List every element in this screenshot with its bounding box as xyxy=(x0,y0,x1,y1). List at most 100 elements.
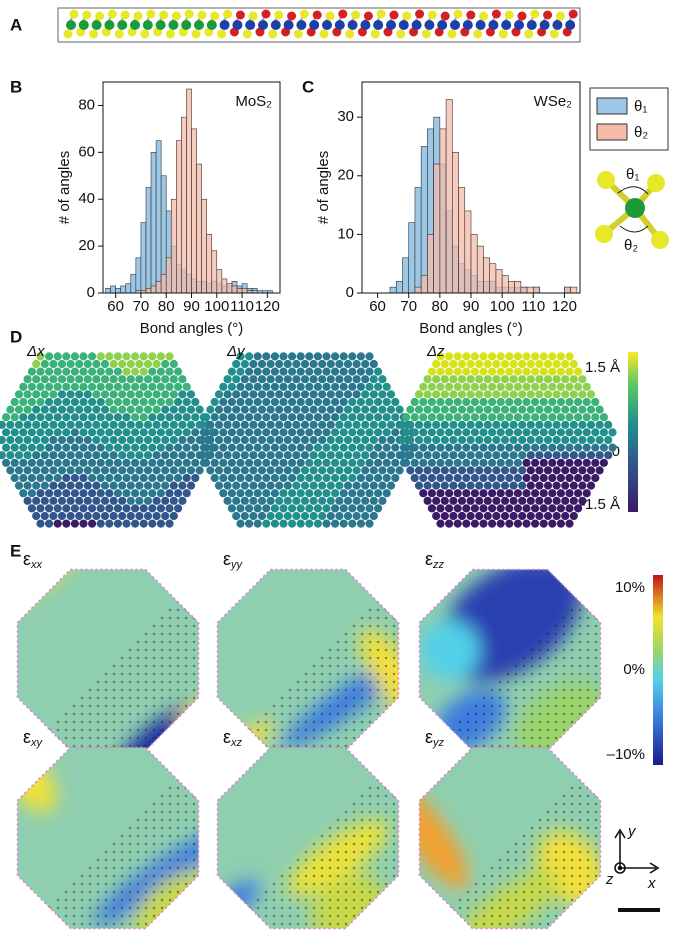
y-tick-label: 0 xyxy=(346,284,354,301)
lattice-dot xyxy=(505,397,514,407)
lattice-dot xyxy=(436,397,445,407)
lattice-dot xyxy=(210,443,219,452)
lattice-dot xyxy=(603,851,605,853)
lattice-dot xyxy=(236,367,245,376)
lattice-dot xyxy=(2,443,11,452)
lattice-dot xyxy=(280,712,284,716)
lattice-dot xyxy=(112,728,116,732)
lattice-dot xyxy=(488,443,497,452)
lattice-dot xyxy=(219,413,228,422)
lattice-dot xyxy=(120,898,124,902)
atom xyxy=(258,20,268,30)
lattice-dot xyxy=(586,720,590,724)
lattice-dot xyxy=(305,443,314,452)
atom xyxy=(95,11,105,21)
lattice-dot xyxy=(152,640,156,644)
lattice-dot xyxy=(352,648,356,652)
lattice-dot xyxy=(490,728,494,732)
lattice-dot xyxy=(245,382,254,391)
lattice-dot xyxy=(453,413,462,422)
x-tick-label: 70 xyxy=(133,298,150,315)
lattice-dot xyxy=(423,390,432,399)
atom xyxy=(78,20,89,30)
lattice-dot xyxy=(436,473,445,483)
lattice-dot xyxy=(578,744,582,748)
lattice-dot xyxy=(160,906,164,910)
lattice-dot xyxy=(227,443,236,452)
lattice-dot xyxy=(197,420,206,429)
lattice-dot xyxy=(201,673,203,675)
lattice-dot xyxy=(594,744,598,748)
lattice-dot xyxy=(578,866,582,870)
lattice-dot xyxy=(118,511,127,521)
lattice-dot xyxy=(257,753,259,755)
lattice-dot xyxy=(296,890,300,894)
lattice-dot xyxy=(479,443,488,452)
lattice-dot xyxy=(144,640,148,644)
lattice-dot xyxy=(578,858,582,862)
lattice-dot xyxy=(450,914,454,918)
lattice-dot xyxy=(384,640,388,644)
lattice-dot xyxy=(352,672,356,676)
lattice-dot xyxy=(33,931,35,933)
lattice-dot xyxy=(518,375,527,384)
lattice-dot xyxy=(96,874,100,878)
lattice-dot xyxy=(305,397,314,407)
lattice-dot xyxy=(45,428,54,437)
lattice-dot xyxy=(136,728,140,732)
lattice-dot xyxy=(514,906,518,910)
lattice-dot xyxy=(113,352,122,361)
lattice-dot xyxy=(518,466,527,475)
lattice-dot xyxy=(168,720,172,724)
lattice-dot xyxy=(562,834,566,838)
lattice-dot xyxy=(331,458,340,467)
lattice-dot xyxy=(368,696,372,700)
lattice-dot xyxy=(587,931,589,933)
lattice-dot xyxy=(360,906,364,910)
lattice-dot xyxy=(136,656,140,660)
lattice-dot xyxy=(184,728,188,732)
lattice-dot xyxy=(391,473,400,483)
lattice-dot xyxy=(223,496,232,505)
atom xyxy=(107,9,117,19)
lattice-dot xyxy=(210,458,219,467)
lattice-dot xyxy=(280,696,284,700)
lattice-dot xyxy=(249,481,258,490)
lattice-dot xyxy=(322,428,331,437)
lattice-dot xyxy=(161,931,163,933)
lattice-dot xyxy=(518,451,527,460)
lattice-dot xyxy=(176,842,180,846)
lattice-dot xyxy=(201,795,203,797)
lattice-dot xyxy=(288,443,297,452)
lattice-dot xyxy=(352,375,361,384)
lattice-dot xyxy=(192,786,196,790)
lattice-dot xyxy=(227,489,236,498)
map-label: εyz xyxy=(425,727,445,749)
lattice-dot xyxy=(296,866,300,870)
lattice-dot xyxy=(152,359,161,369)
lattice-dot xyxy=(328,680,332,684)
lattice-dot xyxy=(594,696,598,700)
lattice-dot xyxy=(492,496,501,505)
lattice-dot xyxy=(304,866,308,870)
lattice-dot xyxy=(118,359,127,369)
histogram-bar xyxy=(176,140,182,294)
lattice-dot xyxy=(112,922,116,926)
lattice-dot xyxy=(546,818,550,822)
lattice-dot xyxy=(474,906,478,910)
lattice-dot xyxy=(586,728,590,732)
lattice-dot xyxy=(440,481,449,490)
lattice-dot xyxy=(579,753,581,755)
lattice-dot xyxy=(603,835,605,837)
lattice-dot xyxy=(144,810,148,814)
lattice-dot xyxy=(376,632,380,636)
lattice-dot xyxy=(191,413,200,422)
lattice-dot xyxy=(562,624,566,628)
x-tick-label: 80 xyxy=(432,298,449,315)
lattice-dot xyxy=(272,890,276,894)
lattice-dot xyxy=(395,405,404,414)
lattice-dot xyxy=(522,672,526,676)
lattice-dot xyxy=(143,359,153,369)
lattice-dot xyxy=(174,504,183,513)
lattice-dot xyxy=(126,405,135,414)
